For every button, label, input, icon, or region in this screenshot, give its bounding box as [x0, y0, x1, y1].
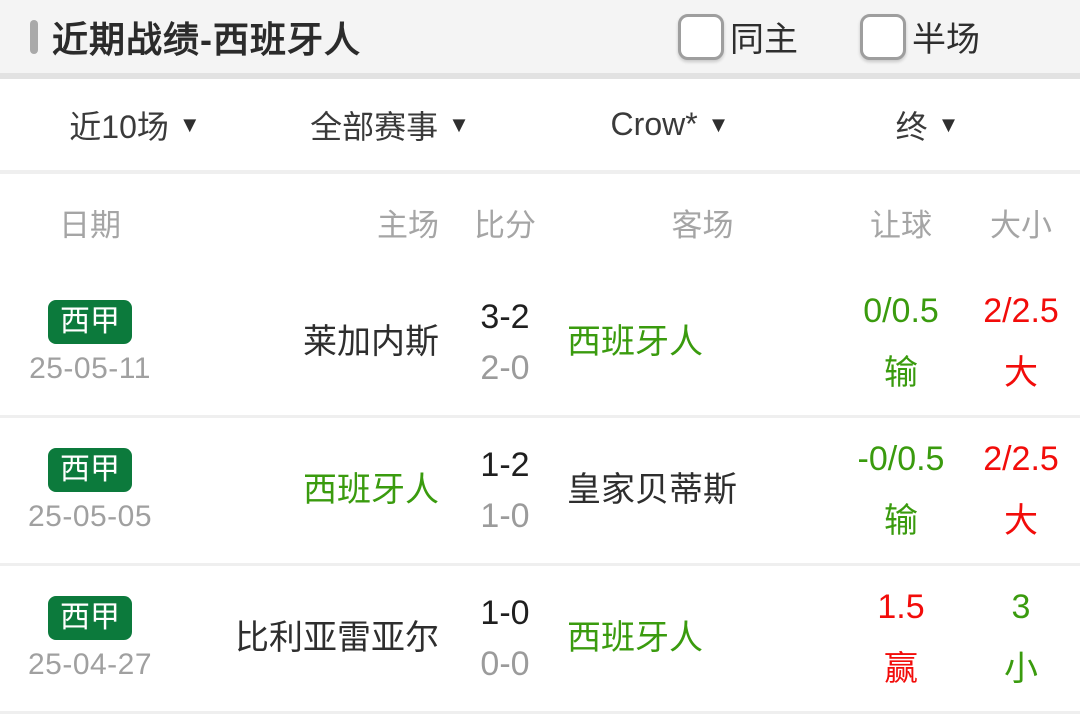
column-header-date: 日期	[59, 207, 121, 243]
chevron-down-icon: ▼	[937, 111, 960, 137]
match-date: 25-05-05	[27, 499, 153, 533]
full-time-score: 1-2	[480, 445, 530, 484]
handicap-line: 0/0.5	[863, 291, 939, 330]
handicap-line: 1.5	[877, 587, 925, 626]
handicap-line: -0/0.5	[857, 439, 945, 478]
handicap-cell: 1.5 赢	[840, 588, 962, 690]
section-header: 近期战绩-西班牙人 同主 半场	[0, 0, 1080, 73]
column-header-handicap: 让球	[870, 207, 932, 243]
handicap-result: 输	[884, 353, 918, 392]
table-row[interactable]: 西甲 25-05-05 西班牙人 1-2 1-0 皇家贝蒂斯 -0/0.5 输 …	[0, 418, 1080, 566]
table-header: 日期 主场 比分 客场 让球 大小	[0, 174, 1080, 270]
same-home-checkbox[interactable]	[678, 13, 724, 60]
chevron-down-icon: ▼	[448, 111, 470, 137]
dropdown-odds-time[interactable]: 终 ▼	[830, 102, 1025, 148]
filter-bar: 近10场 ▼ 全部赛事 ▼ Crow* ▼ 终 ▼	[0, 79, 1080, 170]
match-date: 25-04-27	[27, 647, 153, 681]
home-team: 西班牙人	[303, 471, 439, 510]
full-time-score: 3-2	[480, 297, 530, 336]
home-team: 比利亚雷亚尔	[235, 619, 439, 658]
away-team: 西班牙人	[567, 619, 703, 658]
column-header-score: 比分	[474, 207, 536, 243]
half-time-score: 0-0	[480, 644, 530, 683]
dropdown-bookmaker-label: Crow*	[610, 106, 698, 142]
away-team: 西班牙人	[567, 323, 703, 362]
away-team: 皇家贝蒂斯	[567, 471, 737, 510]
home-team: 莱加内斯	[303, 323, 439, 362]
handicap-result: 赢	[884, 649, 918, 688]
filter-divider	[0, 170, 1080, 174]
header-divider	[0, 73, 1080, 79]
dropdown-competition-label: 全部赛事	[310, 108, 439, 145]
title-accent-bar	[30, 19, 38, 54]
half-time-score: 2-0	[480, 348, 530, 387]
column-header-ou: 大小	[990, 207, 1052, 243]
half-time-filter[interactable]: 半场	[860, 12, 980, 61]
over-under-cell: 2/2.5 大	[962, 292, 1080, 394]
dropdown-odds-time-label: 终	[895, 108, 928, 145]
page-title: 近期战绩-西班牙人	[52, 18, 361, 60]
over-under-result: 小	[1004, 649, 1038, 688]
over-under-cell: 2/2.5 大	[962, 440, 1080, 542]
over-under-line: 2/2.5	[983, 439, 1059, 478]
league-badge: 西甲	[48, 595, 132, 640]
half-time-label: 半场	[912, 21, 980, 59]
match-date: 25-05-11	[29, 351, 151, 385]
full-time-score: 1-0	[480, 593, 530, 632]
over-under-result: 大	[1004, 501, 1038, 540]
league-badge: 西甲	[48, 447, 132, 492]
table-row[interactable]: 西甲 25-05-11 莱加内斯 3-2 2-0 西班牙人 0/0.5 输 2/…	[0, 270, 1080, 418]
over-under-line: 2/2.5	[983, 291, 1059, 330]
over-under-result: 大	[1004, 353, 1038, 392]
over-under-cell: 3 小	[962, 588, 1080, 690]
table-row[interactable]: 西甲 25-04-27 比利亚雷亚尔 1-0 0-0 西班牙人 1.5 赢 3 …	[0, 566, 1080, 714]
over-under-line: 3	[1011, 587, 1031, 626]
handicap-result: 输	[884, 501, 918, 540]
chevron-down-icon: ▼	[178, 111, 201, 137]
dropdown-competition[interactable]: 全部赛事 ▼	[270, 102, 510, 148]
dropdown-bookmaker[interactable]: Crow* ▼	[510, 106, 830, 143]
handicap-cell: 0/0.5 输	[840, 292, 962, 394]
chevron-down-icon: ▼	[707, 111, 730, 137]
half-time-checkbox[interactable]	[860, 13, 906, 60]
column-header-away: 客场	[671, 207, 734, 243]
handicap-cell: -0/0.5 输	[840, 440, 962, 542]
dropdown-match-count-label: 近10场	[69, 108, 169, 145]
dropdown-match-count[interactable]: 近10场 ▼	[0, 102, 270, 148]
same-home-filter[interactable]: 同主	[678, 12, 798, 61]
column-header-home: 主场	[377, 207, 439, 243]
half-time-score: 1-0	[480, 496, 530, 535]
same-home-label: 同主	[730, 21, 798, 59]
league-badge: 西甲	[48, 299, 132, 344]
